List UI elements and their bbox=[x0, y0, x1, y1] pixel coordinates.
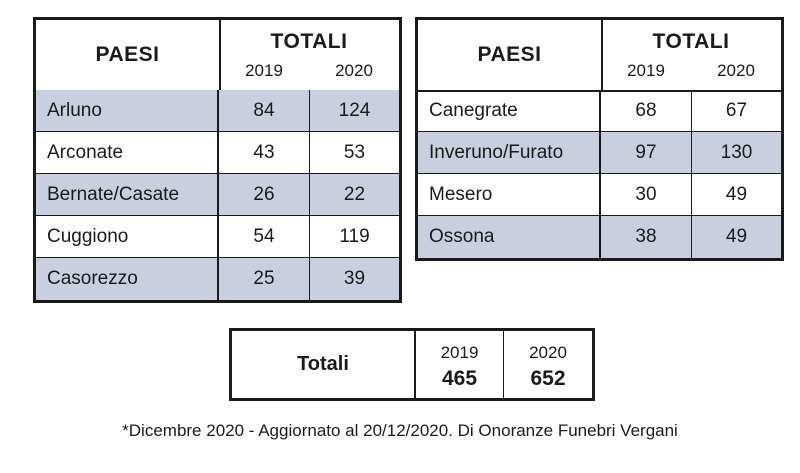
row-paese: Canegrate bbox=[418, 90, 601, 131]
right-table: PAESI TOTALI 2019 2020 Canegrate 68 67 I… bbox=[415, 17, 784, 261]
table-row: Inveruno/Furato 97 130 bbox=[418, 132, 781, 174]
row-value-2019: 38 bbox=[601, 216, 692, 258]
row-value-2019: 68 bbox=[601, 90, 692, 131]
row-paese: Bernate/Casate bbox=[36, 174, 219, 215]
totals-2019-cell: 2019 465 bbox=[416, 331, 504, 398]
table-row: Bernate/Casate 26 22 bbox=[36, 174, 399, 216]
header-totali-group: TOTALI 2019 2020 bbox=[601, 20, 781, 90]
row-value-2019: 97 bbox=[601, 132, 692, 173]
row-value-2020: 39 bbox=[343, 268, 366, 289]
left-table: PAESI TOTALI 2019 2020 Arluno 84 124 Arc… bbox=[33, 17, 402, 303]
left-table-header: PAESI TOTALI 2019 2020 bbox=[36, 20, 399, 92]
totals-year-2020: 2020 bbox=[529, 343, 567, 362]
row-value-2019: 26 bbox=[219, 174, 310, 215]
header-paesi: PAESI bbox=[36, 20, 221, 90]
row-value-2019: 54 bbox=[219, 216, 310, 257]
row-paese: Arconate bbox=[36, 132, 219, 173]
totals-box: Totali 2019 465 2020 652 bbox=[229, 328, 595, 401]
right-table-header: PAESI TOTALI 2019 2020 bbox=[418, 20, 781, 92]
row-value-2019: 25 bbox=[219, 258, 310, 300]
header-totali-group: TOTALI 2019 2020 bbox=[219, 20, 399, 90]
header-paesi: PAESI bbox=[418, 20, 603, 90]
table-row: Casorezzo 25 39 bbox=[36, 258, 399, 300]
row-value-2019: 43 bbox=[219, 132, 310, 173]
totals-value-2019: 465 bbox=[441, 367, 478, 390]
header-year-2019: 2019 bbox=[627, 61, 665, 80]
totals-2020-cell: 2020 652 bbox=[504, 331, 592, 398]
row-value-2020: 130 bbox=[720, 141, 753, 163]
table-row: Mesero 30 49 bbox=[418, 174, 781, 216]
row-paese: Mesero bbox=[418, 174, 601, 215]
row-paese: Cuggiono bbox=[36, 216, 219, 257]
totals-year-2019: 2019 bbox=[440, 343, 479, 362]
totals-label: Totali bbox=[232, 331, 416, 398]
row-value-2020: 119 bbox=[339, 225, 370, 247]
header-year-2020: 2020 bbox=[335, 61, 373, 80]
totals-value-2020: 652 bbox=[530, 367, 566, 390]
row-value-2020: 49 bbox=[725, 226, 748, 247]
header-year-2019: 2019 bbox=[245, 61, 283, 80]
row-paese: Casorezzo bbox=[36, 258, 219, 300]
row-value-2020: 124 bbox=[338, 99, 371, 121]
row-value-2020: 67 bbox=[725, 99, 748, 121]
header-year-2020: 2020 bbox=[717, 61, 755, 80]
row-value-2020: 53 bbox=[343, 141, 366, 163]
table-row: Canegrate 68 67 bbox=[418, 90, 781, 132]
row-value-2020: 49 bbox=[725, 183, 748, 205]
header-totali: TOTALI bbox=[270, 30, 348, 53]
row-paese: Arluno bbox=[36, 90, 219, 131]
footnote: *Dicembre 2020 - Aggiornato al 20/12/202… bbox=[122, 421, 678, 440]
table-row: Arconate 43 53 bbox=[36, 132, 399, 174]
row-value-2019: 84 bbox=[219, 90, 310, 131]
table-row: Ossona 38 49 bbox=[418, 216, 781, 258]
row-paese: Ossona bbox=[418, 216, 601, 258]
table-row: Cuggiono 54 119 bbox=[36, 216, 399, 258]
row-paese: Inveruno/Furato bbox=[418, 132, 601, 173]
header-totali: TOTALI bbox=[652, 30, 730, 53]
row-value-2019: 30 bbox=[601, 174, 692, 215]
row-value-2020: 22 bbox=[343, 183, 366, 205]
table-row: Arluno 84 124 bbox=[36, 90, 399, 132]
